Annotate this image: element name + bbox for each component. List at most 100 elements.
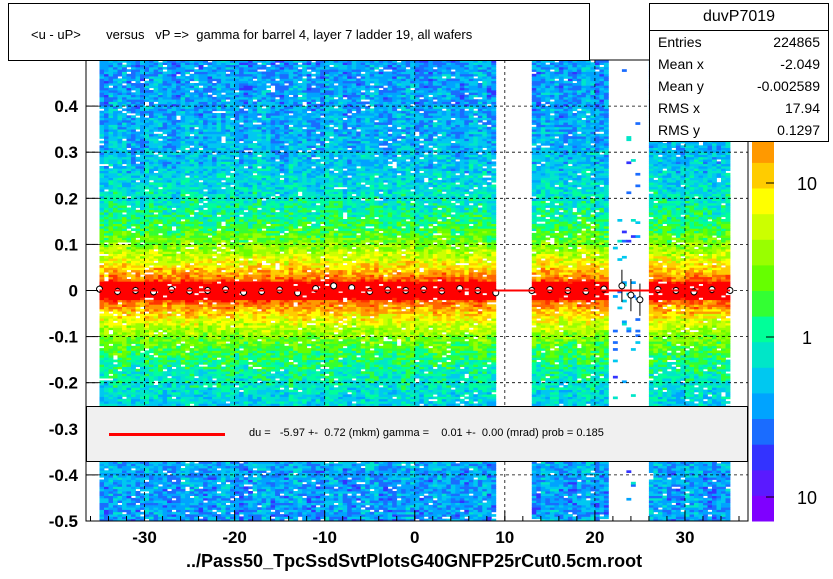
heatmap-cell xyxy=(131,244,136,248)
heatmap-cell xyxy=(198,235,204,238)
heatmap-cell xyxy=(194,64,199,68)
heatmap-cell xyxy=(207,516,213,520)
heatmap-cell xyxy=(117,401,123,404)
heatmap-cell xyxy=(203,122,208,125)
heatmap-cell xyxy=(140,76,145,79)
heatmap-cell xyxy=(158,163,163,167)
heatmap-cell xyxy=(144,350,150,354)
heatmap-cell xyxy=(126,184,132,188)
heatmap-cell xyxy=(144,500,150,503)
heatmap-cell xyxy=(171,382,177,386)
heatmap-cell xyxy=(167,366,172,370)
heatmap-cell xyxy=(176,69,181,72)
heatmap-cell xyxy=(207,315,213,319)
heatmap-cell xyxy=(198,166,204,169)
heatmap-cell xyxy=(203,202,208,206)
heatmap-cell xyxy=(207,375,213,379)
heatmap-cell xyxy=(144,196,150,199)
heatmap-cell xyxy=(198,249,204,252)
heatmap-cell xyxy=(117,491,123,494)
heatmap-cell xyxy=(171,470,177,473)
heatmap-cell xyxy=(189,186,195,190)
heatmap-cell xyxy=(135,230,141,234)
heatmap-cell xyxy=(144,283,150,287)
heatmap-cell xyxy=(212,502,217,506)
heatmap-cell xyxy=(131,136,136,139)
heatmap-cell xyxy=(117,62,123,65)
heatmap-cell xyxy=(126,484,132,487)
heatmap-cell xyxy=(99,484,105,487)
heatmap-cell xyxy=(158,253,163,257)
heatmap-cell xyxy=(180,196,186,199)
heatmap-cell xyxy=(176,212,181,215)
heatmap-cell xyxy=(207,119,213,123)
heatmap-cell xyxy=(144,345,150,349)
heatmap-cell xyxy=(135,184,141,188)
heatmap-cell xyxy=(203,267,208,271)
heatmap-cell xyxy=(126,212,132,215)
heatmap-cell xyxy=(176,474,181,478)
heatmap-cell xyxy=(207,465,213,469)
heatmap-cell xyxy=(135,348,141,351)
heatmap-cell xyxy=(180,265,186,268)
heatmap-cell xyxy=(126,322,132,326)
heatmap-cell xyxy=(140,246,145,250)
heatmap-cell xyxy=(126,103,132,107)
heatmap-cell xyxy=(198,320,204,324)
heatmap-cell xyxy=(162,398,168,402)
heatmap-cell xyxy=(104,246,109,250)
heatmap-cell xyxy=(167,80,172,84)
heatmap-cell xyxy=(171,375,177,379)
heatmap-cell xyxy=(153,242,159,245)
heatmap-cell xyxy=(99,179,105,183)
heatmap-cell xyxy=(162,159,168,162)
heatmap-cell xyxy=(122,60,127,63)
heatmap-cell xyxy=(158,161,163,165)
heatmap-cell xyxy=(153,327,159,331)
heatmap-cell xyxy=(203,244,208,248)
heatmap-cell xyxy=(104,156,109,160)
heatmap-cell xyxy=(153,385,159,388)
heatmap-cell xyxy=(167,161,172,165)
heatmap-cell xyxy=(185,297,190,301)
heatmap-cell xyxy=(176,184,181,188)
heatmap-cell xyxy=(131,170,136,174)
heatmap-cell xyxy=(176,518,181,522)
heatmap-cell xyxy=(180,172,186,176)
heatmap-cell xyxy=(113,140,118,144)
heatmap-cell xyxy=(99,359,105,363)
heatmap-cell xyxy=(198,219,204,222)
heatmap-cell xyxy=(126,115,132,118)
heatmap-cell xyxy=(198,119,204,123)
heatmap-cell xyxy=(203,191,208,195)
heatmap-cell xyxy=(144,221,150,224)
heatmap-cell xyxy=(140,147,145,151)
heatmap-cell xyxy=(153,511,159,515)
heatmap-cell xyxy=(153,253,159,257)
heatmap-cell xyxy=(149,85,154,89)
heatmap-cell xyxy=(153,495,159,499)
heatmap-cell xyxy=(104,124,109,128)
heatmap-cell xyxy=(203,366,208,370)
heatmap-cell xyxy=(167,255,172,259)
heatmap-cell xyxy=(176,276,181,280)
heatmap-cell xyxy=(140,299,145,303)
heatmap-cell xyxy=(149,368,154,372)
heatmap-cell xyxy=(203,87,208,91)
heatmap-cell xyxy=(189,500,195,503)
heatmap-cell xyxy=(171,179,177,183)
heatmap-cell xyxy=(158,401,163,404)
heatmap-cell xyxy=(99,336,105,340)
heatmap-cell xyxy=(135,500,141,503)
heatmap-cell xyxy=(140,364,145,367)
heatmap-cell xyxy=(176,274,181,278)
heatmap-cell xyxy=(122,371,127,374)
heatmap-cell xyxy=(131,514,136,517)
heatmap-cell xyxy=(198,509,204,513)
heatmap-cell xyxy=(122,71,127,75)
heatmap-cell xyxy=(149,502,154,506)
heatmap-cell xyxy=(162,214,168,218)
heatmap-cell xyxy=(108,60,114,63)
heatmap-cell xyxy=(180,103,186,107)
heatmap-cell xyxy=(212,336,217,340)
